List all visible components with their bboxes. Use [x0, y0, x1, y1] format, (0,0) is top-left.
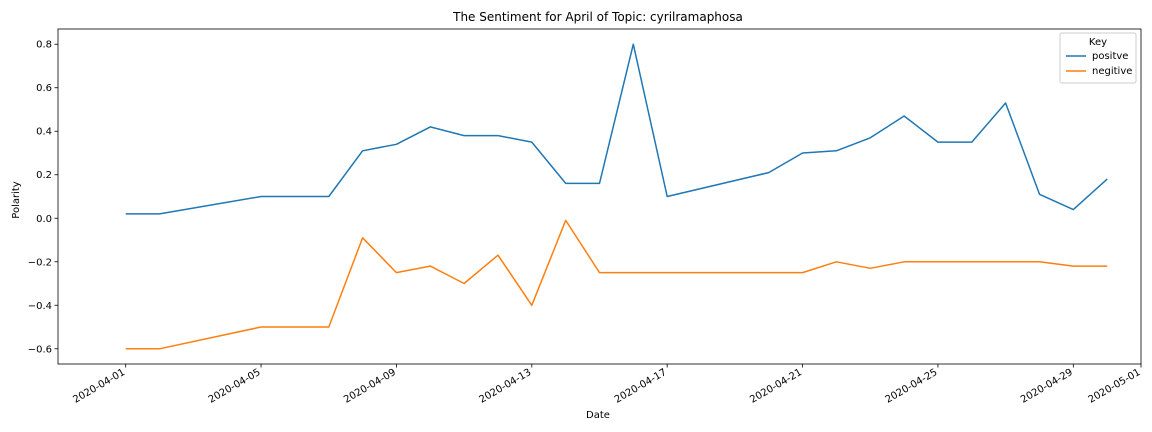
x-tick-label: 2020-04-01 — [71, 367, 127, 406]
y-tick-label: 0.8 — [36, 40, 52, 51]
axes-frame — [57, 28, 1142, 365]
legend: Key positve negitive — [1059, 32, 1137, 84]
legend-title: Key — [1089, 37, 1107, 48]
x-tick-label: 2020-04-09 — [342, 367, 398, 406]
x-tick-label: 2020-04-21 — [748, 367, 804, 406]
series-line-positve — [125, 43, 1108, 215]
x-tick-label: 2020-04-05 — [207, 367, 263, 406]
y-tick-label: 0.0 — [36, 214, 52, 225]
series-line-negitive — [125, 219, 1108, 350]
y-tick-label: −0.4 — [28, 301, 52, 312]
legend-label-negitive: negitive — [1092, 66, 1132, 77]
x-tick-label: 2020-04-17 — [613, 367, 669, 406]
x-tick-label: 2020-04-13 — [477, 367, 533, 406]
y-tick-label: −0.6 — [28, 344, 52, 355]
y-tick-label: 0.2 — [36, 170, 52, 181]
y-tick-label: 0.4 — [36, 127, 52, 138]
y-axis-label: Polarity — [11, 181, 22, 219]
y-tick-label: 0.6 — [36, 83, 52, 94]
x-tick-label: 2020-05-01 — [1087, 367, 1143, 406]
legend-label-positve: positve — [1092, 51, 1128, 62]
y-tick-label: −0.2 — [28, 257, 52, 268]
x-tick-label: 2020-04-25 — [884, 367, 940, 406]
x-tick-label: 2020-04-29 — [1019, 367, 1075, 406]
chart-title: The Sentiment for April of Topic: cyrilr… — [452, 10, 743, 24]
x-axis-label: Date — [586, 410, 610, 421]
